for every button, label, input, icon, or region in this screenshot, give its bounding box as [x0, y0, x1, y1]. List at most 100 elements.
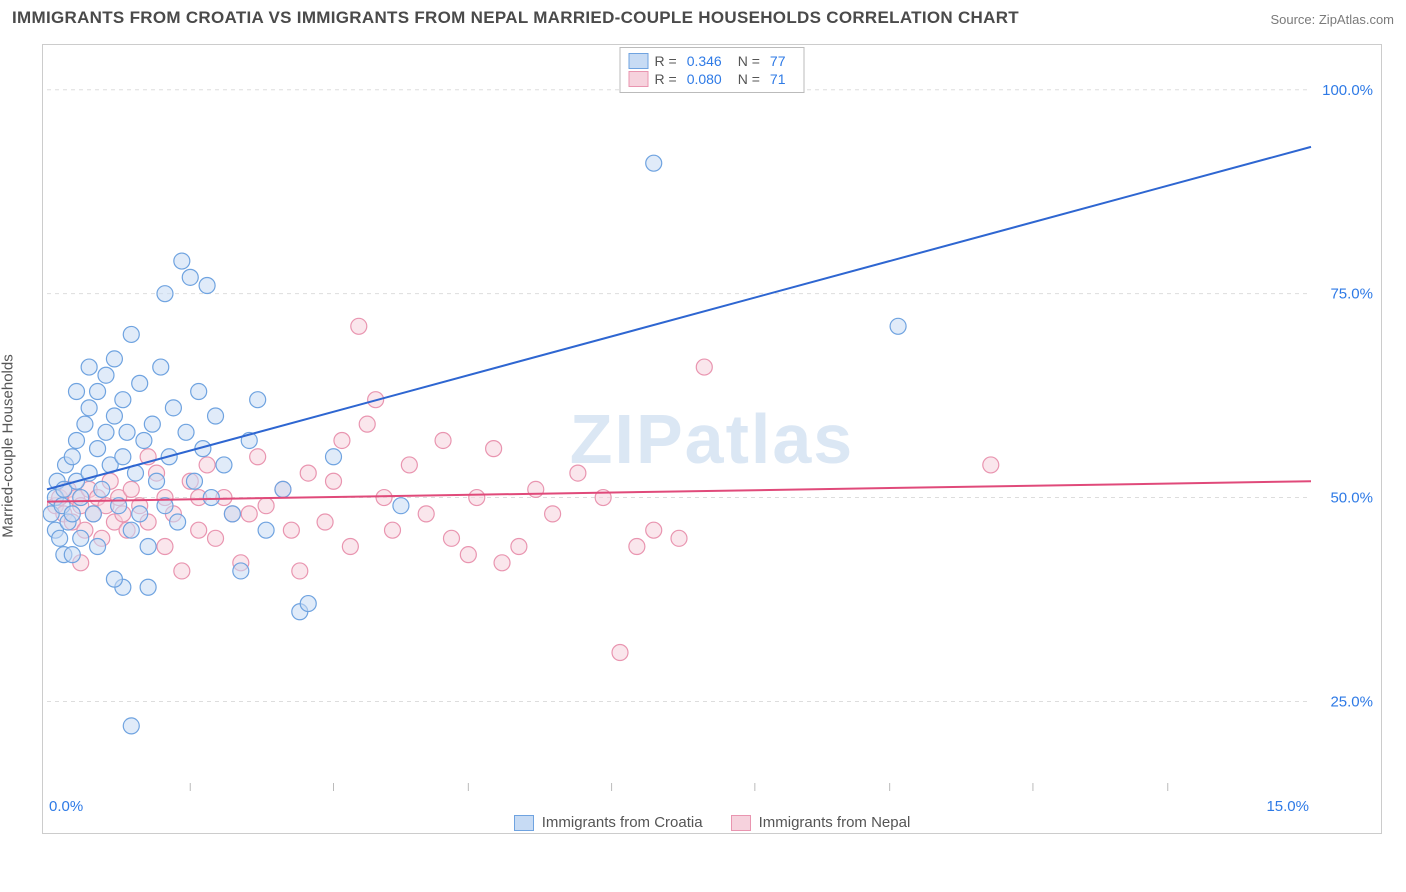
data-point [300, 465, 316, 481]
data-point [983, 457, 999, 473]
data-point [191, 522, 207, 538]
data-point [326, 449, 342, 465]
legend-n-label: N = [738, 71, 760, 87]
data-point [435, 432, 451, 448]
data-point [646, 522, 662, 538]
data-point [216, 457, 232, 473]
y-tick-label: 100.0% [1322, 82, 1373, 99]
source-label: Source: ZipAtlas.com [1270, 12, 1394, 27]
legend-row: R =0.080N =71 [629, 70, 796, 88]
data-point [199, 457, 215, 473]
data-point [250, 449, 266, 465]
data-point [258, 522, 274, 538]
data-point [174, 253, 190, 269]
data-point [115, 449, 131, 465]
plot-area: 25.0%50.0%75.0%100.0%0.0%15.0% ZIPatlas … [42, 44, 1382, 834]
data-point [157, 538, 173, 554]
data-point [64, 506, 80, 522]
series-legend-label: Immigrants from Croatia [542, 814, 703, 831]
y-tick-label: 50.0% [1330, 490, 1373, 507]
data-point [157, 286, 173, 302]
data-point [85, 506, 101, 522]
data-point [68, 432, 84, 448]
legend-row: R =0.346N =77 [629, 52, 796, 70]
data-point [696, 359, 712, 375]
data-point [494, 555, 510, 571]
legend-n-label: N = [738, 53, 760, 69]
data-point [77, 416, 93, 432]
data-point [106, 351, 122, 367]
data-point [123, 481, 139, 497]
data-point [123, 326, 139, 342]
chart-title: IMMIGRANTS FROM CROATIA VS IMMIGRANTS FR… [12, 8, 1019, 27]
x-tick-label: 15.0% [1266, 798, 1309, 815]
data-point [292, 563, 308, 579]
data-point [393, 498, 409, 514]
data-point [890, 318, 906, 334]
data-point [64, 449, 80, 465]
legend-swatch [514, 815, 534, 831]
data-point [98, 424, 114, 440]
data-point [208, 408, 224, 424]
data-point [123, 718, 139, 734]
data-point [123, 522, 139, 538]
data-point [140, 579, 156, 595]
data-point [81, 359, 97, 375]
correlation-legend: R =0.346N =77R =0.080N =71 [620, 47, 805, 93]
data-point [191, 384, 207, 400]
legend-swatch [629, 53, 649, 69]
data-point [64, 547, 80, 563]
data-point [511, 538, 527, 554]
legend-r-value: 0.346 [687, 53, 722, 69]
regression-line [47, 147, 1311, 490]
data-point [98, 367, 114, 383]
data-point [612, 645, 628, 661]
data-point [384, 522, 400, 538]
data-point [351, 318, 367, 334]
legend-swatch [731, 815, 751, 831]
regression-line [47, 481, 1311, 501]
legend-r-label: R = [655, 71, 677, 87]
data-point [443, 530, 459, 546]
data-point [90, 384, 106, 400]
data-point [106, 408, 122, 424]
data-point [486, 441, 502, 457]
data-point [401, 457, 417, 473]
data-point [186, 473, 202, 489]
data-point [106, 571, 122, 587]
data-point [178, 424, 194, 440]
y-axis-label: Married-couple Households [0, 354, 17, 537]
y-tick-label: 75.0% [1330, 286, 1373, 303]
legend-r-label: R = [655, 53, 677, 69]
data-point [144, 416, 160, 432]
series-legend-item: Immigrants from Croatia [514, 814, 703, 831]
legend-r-value: 0.080 [687, 71, 722, 87]
data-point [376, 490, 392, 506]
data-point [52, 530, 68, 546]
series-legend: Immigrants from Croatia Immigrants from N… [43, 814, 1381, 831]
data-point [115, 392, 131, 408]
series-legend-item: Immigrants from Nepal [731, 814, 911, 831]
data-point [283, 522, 299, 538]
data-point [359, 416, 375, 432]
legend-swatch [629, 71, 649, 87]
data-point [275, 481, 291, 497]
data-point [182, 269, 198, 285]
data-point [81, 400, 97, 416]
data-point [418, 506, 434, 522]
data-point [342, 538, 358, 554]
x-tick-label: 0.0% [49, 798, 83, 815]
data-point [132, 375, 148, 391]
data-point [174, 563, 190, 579]
data-point [250, 392, 266, 408]
data-point [326, 473, 342, 489]
data-point [90, 441, 106, 457]
data-point [241, 506, 257, 522]
data-point [73, 530, 89, 546]
data-point [224, 506, 240, 522]
y-tick-label: 25.0% [1330, 693, 1373, 710]
data-point [317, 514, 333, 530]
data-point [119, 424, 135, 440]
data-point [570, 465, 586, 481]
data-point [136, 432, 152, 448]
